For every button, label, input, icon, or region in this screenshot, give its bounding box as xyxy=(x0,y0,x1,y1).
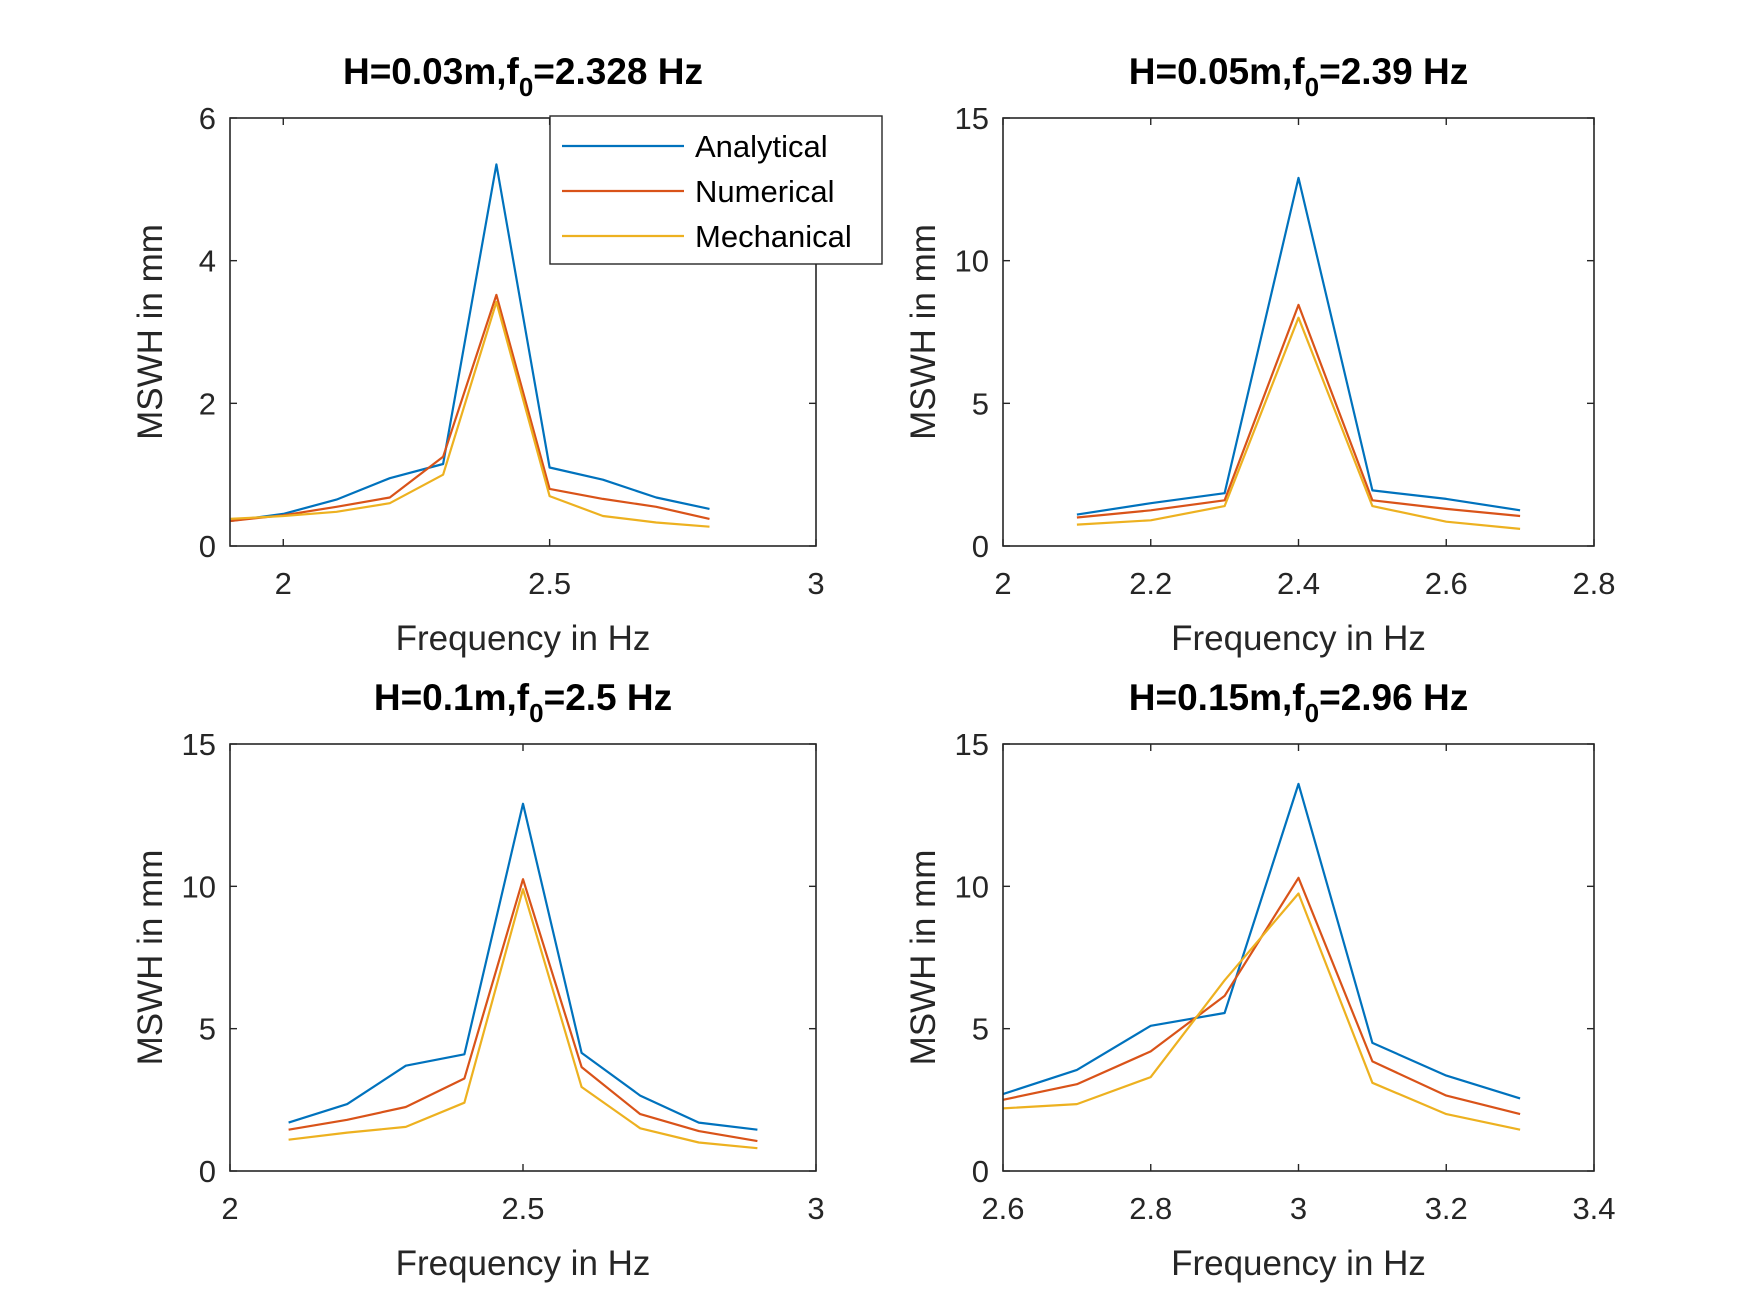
series-line-analytical xyxy=(1076,176,1521,516)
series-line-numerical xyxy=(1076,303,1521,519)
series-line-numerical xyxy=(288,878,758,1143)
series-line-mechanical xyxy=(288,888,758,1150)
y-tick-label: 6 xyxy=(199,101,216,136)
x-tick-label: 2 xyxy=(221,1191,238,1226)
y-tick-label: 5 xyxy=(972,386,989,421)
series-line-analytical xyxy=(229,163,710,523)
legend-label-analytical: Analytical xyxy=(695,129,828,164)
x-tick-label: 3.2 xyxy=(1425,1191,1468,1226)
subplot-title: H=0.03m,f0=2.328 Hz xyxy=(343,51,703,102)
axes-frame xyxy=(229,117,817,547)
subplot-title: H=0.05m,f0=2.39 Hz xyxy=(1129,51,1468,102)
subplot-2: 2 2.2 2.4 2.6 2.8 0 5 10 15 Frequency in Hz MSWH i… xyxy=(904,51,1616,658)
y-tick-label: 5 xyxy=(972,1012,989,1047)
x-axis-label: Frequency in Hz xyxy=(1171,619,1426,658)
x-tick-label: 2.8 xyxy=(1572,566,1615,601)
x-tick-label: 2.5 xyxy=(528,566,571,601)
series-line-analytical xyxy=(288,802,758,1131)
y-tick-label: 4 xyxy=(199,244,216,279)
subplot-title: H=0.15m,f0=2.96 Hz xyxy=(1129,677,1468,728)
subplot-title: H=0.1m,f0=2.5 Hz xyxy=(374,677,672,728)
x-tick-label: 2.6 xyxy=(1425,566,1468,601)
y-tick-label: 15 xyxy=(955,101,989,136)
y-tick-label: 5 xyxy=(199,1012,216,1047)
x-tick-label: 2 xyxy=(275,566,292,601)
y-axis-label: MSWH in mm xyxy=(904,224,943,440)
x-axis-label: Frequency in Hz xyxy=(396,619,651,658)
y-tick-label: 15 xyxy=(955,727,989,762)
y-tick-label: 15 xyxy=(182,727,216,762)
y-tick-label: 10 xyxy=(182,869,216,904)
y-tick-label: 2 xyxy=(199,386,216,421)
series-line-mechanical xyxy=(1076,316,1521,530)
x-tick-label: 3 xyxy=(807,1191,824,1226)
y-axis-label: MSWH in mm xyxy=(131,224,170,440)
y-axis-label: MSWH in mm xyxy=(904,850,943,1066)
x-tick-label: 2.2 xyxy=(1129,566,1172,601)
subplot-3: 2 2.5 3 0 5 10 15 Frequency in Hz MSWH in mm H=0.… xyxy=(131,677,825,1283)
subplot-4: 2.6 2.8 3 3.2 3.4 0 5 10 15 Frequency in Hz MSWH i… xyxy=(904,677,1616,1283)
series-line-mechanical xyxy=(1002,892,1521,1131)
series-line-numerical xyxy=(1002,876,1521,1116)
y-tick-label: 10 xyxy=(955,869,989,904)
y-tick-label: 10 xyxy=(955,244,989,279)
x-tick-label: 3 xyxy=(807,566,824,601)
y-tick-label: 0 xyxy=(972,529,989,564)
x-tick-label: 3 xyxy=(1290,1191,1307,1226)
series-line-mechanical xyxy=(229,300,710,528)
x-axis-label: Frequency in Hz xyxy=(1171,1244,1426,1283)
y-tick-label: 0 xyxy=(199,529,216,564)
x-tick-label: 2.6 xyxy=(981,1191,1024,1226)
legend: Analytical Numerical Mechanical xyxy=(549,115,883,265)
x-tick-label: 2.4 xyxy=(1277,566,1320,601)
x-tick-label: 2.8 xyxy=(1129,1191,1172,1226)
legend-label-mechanical: Mechanical xyxy=(695,219,852,254)
x-axis-label: Frequency in Hz xyxy=(396,1244,651,1283)
y-tick-label: 0 xyxy=(199,1154,216,1189)
legend-label-numerical: Numerical xyxy=(695,174,835,209)
x-tick-label: 2 xyxy=(994,566,1011,601)
axes-frame xyxy=(1002,743,1595,1172)
y-tick-label: 0 xyxy=(972,1154,989,1189)
series-line-analytical xyxy=(1002,782,1521,1100)
x-tick-label: 2.5 xyxy=(501,1191,544,1226)
y-axis-label: MSWH in mm xyxy=(131,850,170,1066)
series-line-numerical xyxy=(229,293,710,523)
subplot-1: 2 2.5 3 0 2 4 6 Frequency in Hz MSWH in mm H=0.03… xyxy=(131,51,883,658)
x-tick-label: 3.4 xyxy=(1572,1191,1615,1226)
